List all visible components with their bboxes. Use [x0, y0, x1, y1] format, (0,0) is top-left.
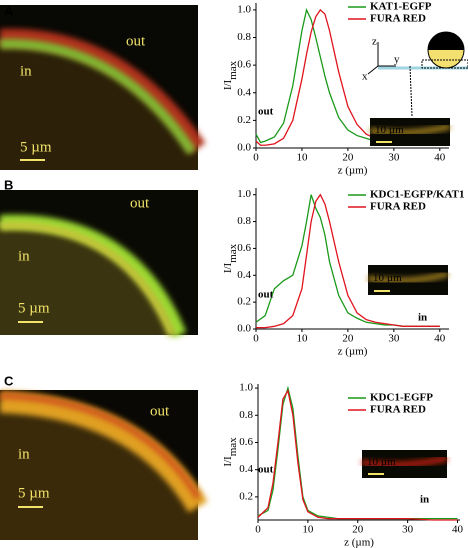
x-axis-label: z (µm): [338, 346, 368, 358]
legend-label: FURA RED: [370, 404, 426, 416]
x-tick-label: 40: [452, 524, 464, 536]
image-label: in: [18, 446, 30, 462]
y-tick-label: 0.4: [237, 86, 251, 98]
scale-label: 5 µm: [20, 139, 52, 155]
y-label-main: I/I: [222, 262, 234, 273]
y-axis-label: I/Imax: [222, 437, 239, 467]
x-tick-label: 40: [434, 152, 446, 164]
inset-scale-label: 10 µm: [375, 124, 404, 136]
legend-label: KDC1-EGFP/KAT1: [370, 189, 465, 201]
x-axis-label: z (µm): [344, 537, 374, 548]
schematic-arrow: [409, 65, 413, 117]
schematic-label: x: [362, 71, 368, 83]
panel-label: C: [4, 373, 14, 388]
y-label-sub: max: [227, 437, 239, 456]
line-series: [256, 193, 440, 329]
schematic-roi: [421, 59, 468, 69]
scale-label: 5 µm: [18, 300, 50, 316]
y-tick-label: 0.8: [239, 409, 253, 421]
y-axis-label: I/Imax: [222, 243, 239, 273]
schematic-label: z: [372, 36, 377, 48]
inset-scale-label: 10 µm: [373, 272, 402, 284]
line-series: [257, 389, 458, 521]
x-tick-label: 20: [342, 333, 354, 345]
y-label-sub: max: [227, 60, 239, 79]
micrograph: [0, 390, 208, 540]
annotation: out: [258, 464, 274, 476]
inset-band: [361, 455, 448, 468]
annotation: out: [258, 106, 274, 118]
inset-band: [369, 123, 451, 136]
x-tick-label: 10: [296, 152, 308, 164]
y-label-main: I/I: [222, 79, 234, 90]
x-tick-label: 30: [402, 524, 414, 536]
y-tick-label: 1.0: [237, 3, 251, 15]
y-label-sub: max: [227, 243, 239, 262]
schematic-axes: [367, 42, 396, 75]
panel-label: A: [4, 3, 14, 18]
y-tick-label: 0.6: [239, 436, 253, 448]
x-tick-label: 10: [302, 524, 314, 536]
y-tick-label: 0.6: [237, 59, 251, 71]
legend-label: FURA RED: [370, 201, 426, 213]
x-tick-label: 0: [255, 524, 261, 536]
x-tick-label: 20: [342, 152, 354, 164]
image-label: out: [150, 403, 170, 419]
y-tick-label: 0.2: [237, 296, 251, 308]
schematic-label: y: [394, 54, 400, 66]
image-label: out: [126, 33, 146, 49]
y-tick-label: 0.4: [237, 269, 251, 281]
scale-label: 5 µm: [18, 485, 50, 501]
y-tick-label: 1.0: [239, 382, 253, 394]
image-label: in: [18, 248, 30, 264]
y-tick-label: 0.4: [239, 463, 253, 475]
legend-label: KDC1-EGFP: [370, 392, 433, 404]
y-tick-label: 0.2: [239, 490, 253, 502]
schematic-cell-top: [428, 32, 464, 50]
y-tick-label: 0.0: [237, 142, 251, 154]
annotation: in: [418, 312, 427, 324]
y-axis-label: I/Imax: [222, 60, 239, 90]
annotation: out: [258, 289, 274, 301]
y-tick-label: 0.8: [237, 31, 251, 43]
panel-label: B: [4, 177, 13, 192]
x-tick-label: 30: [388, 333, 400, 345]
y-tick-label: 0.6: [237, 242, 251, 254]
micrograph: [0, 190, 198, 338]
x-tick-label: 0: [253, 333, 259, 345]
x-tick-label: 10: [296, 333, 308, 345]
x-tick-label: 40: [434, 333, 446, 345]
inset-scale-label: 10 µm: [367, 456, 396, 468]
image-label: out: [130, 195, 150, 211]
x-axis-label: z (µm): [338, 165, 368, 177]
y-tick-label: 1.0: [237, 188, 251, 200]
x-tick-label: 20: [352, 524, 364, 536]
y-label-main: I/I: [222, 456, 234, 467]
image-label: in: [20, 63, 32, 79]
line-series: [255, 194, 440, 327]
y-tick-label: 0.2: [237, 114, 251, 126]
x-tick-label: 0: [253, 152, 259, 164]
legend-label: KAT1-EGFP: [370, 1, 432, 13]
inset-band: [367, 271, 449, 284]
micrograph: [0, 5, 206, 170]
annotation: in: [420, 494, 429, 506]
legend-label: FURA RED: [370, 13, 426, 25]
x-tick-label: 30: [388, 152, 400, 164]
y-tick-label: 0.8: [237, 215, 251, 227]
y-tick-label: 0.0: [237, 323, 251, 335]
